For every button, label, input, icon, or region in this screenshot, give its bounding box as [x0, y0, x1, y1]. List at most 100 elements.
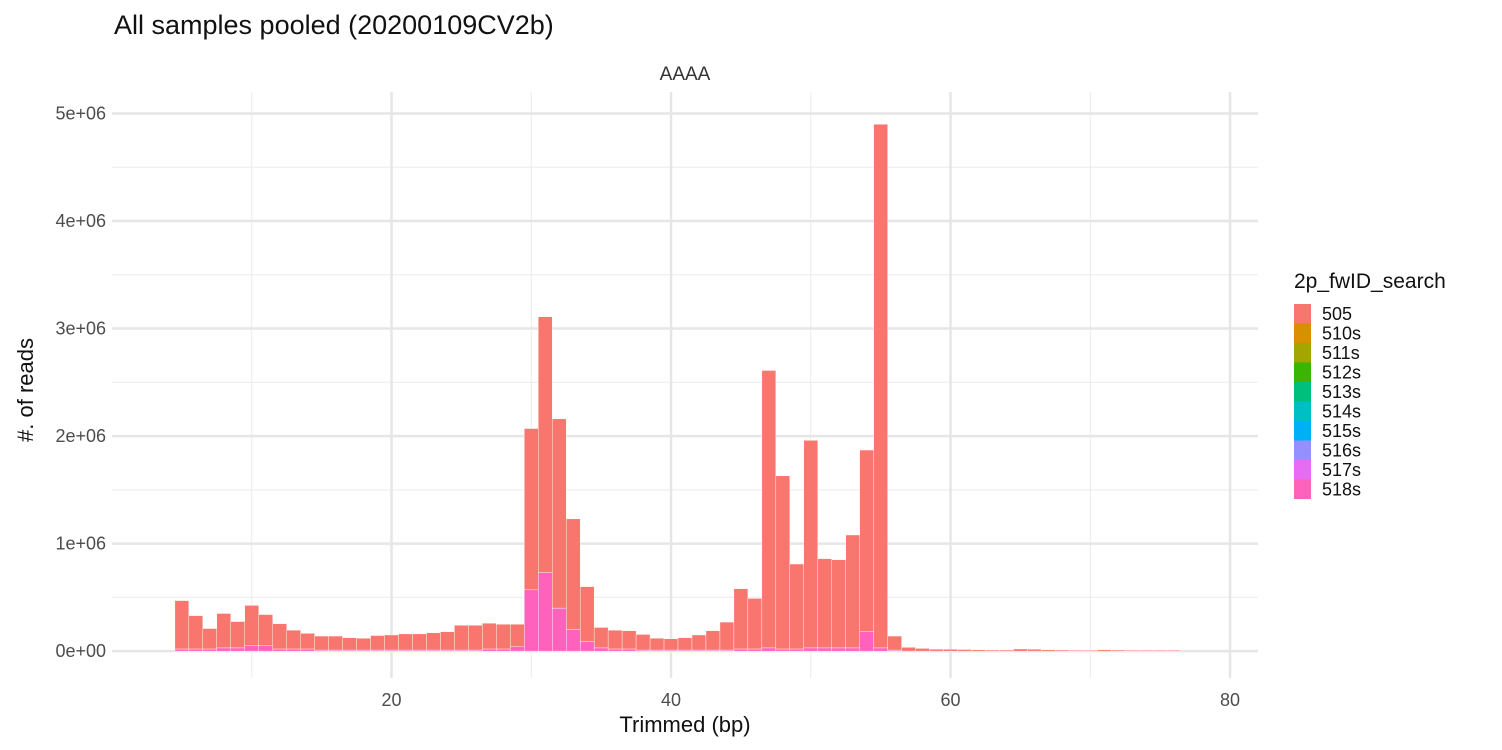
legend-swatch: [1294, 421, 1311, 441]
bar-segment: [216, 613, 231, 649]
bar-segment: [1152, 650, 1168, 652]
bar-segment: [915, 648, 930, 652]
bar-segment: [314, 635, 329, 651]
y-axis-title: #. of reads: [13, 338, 38, 442]
y-tick-label: 4e+06: [55, 211, 106, 231]
bar-segment: [552, 607, 567, 652]
bar-segment: [733, 588, 749, 650]
legend-swatch: [1294, 382, 1311, 402]
bar-segment: [1139, 650, 1154, 652]
bar-segment: [286, 648, 301, 652]
bar-segment: [202, 628, 218, 650]
bar-segment: [426, 632, 441, 651]
bar-segment: [747, 598, 763, 650]
legend-swatch: [1294, 401, 1311, 421]
bar-segment: [482, 648, 497, 652]
legend-title: 2p_fwID_search: [1294, 270, 1446, 293]
bar-segment: [1097, 649, 1112, 652]
chart-title: All samples pooled (20200109CV2b): [114, 10, 554, 40]
bar-segment: [1069, 650, 1084, 652]
legend-swatch: [1294, 323, 1311, 343]
bar-segment: [300, 633, 315, 650]
bar-segment: [831, 559, 846, 649]
bar-segment: [174, 648, 190, 652]
legend-swatch: [1294, 479, 1311, 499]
bar-segment: [761, 370, 777, 649]
y-tick-label: 3e+06: [55, 319, 106, 339]
bar-segment: [538, 572, 553, 652]
bar-segment: [510, 624, 525, 648]
bar-segment: [342, 637, 357, 651]
legend-label: 516s: [1322, 441, 1361, 461]
bar-segment: [524, 589, 539, 652]
bar-segment: [691, 634, 707, 651]
x-tick-label: 80: [1220, 690, 1240, 710]
bar-segment: [705, 630, 721, 651]
bar-segment: [286, 629, 301, 650]
bar-segment: [328, 635, 343, 651]
y-tick-label: 2e+06: [55, 426, 106, 446]
bar-segment: [873, 647, 888, 652]
bar-segment: [803, 647, 818, 652]
bar-segment: [496, 624, 511, 650]
bar-segment: [621, 630, 637, 650]
bar-segment: [258, 614, 273, 646]
bar-segment: [873, 124, 888, 649]
legend-label: 517s: [1322, 460, 1361, 480]
bar-segment: [468, 625, 483, 651]
bar-segment: [607, 629, 623, 650]
grid: [112, 92, 1258, 678]
bar-segment: [775, 475, 791, 650]
bar-segment: [957, 649, 972, 652]
legend-swatch: [1294, 440, 1311, 460]
bar-segment: [370, 635, 385, 651]
bar-segment: [845, 534, 860, 649]
bar-segment: [398, 633, 413, 651]
y-axis-ticks: 0e+00 1e+06 2e+06 3e+06 4e+06 5e+06: [55, 104, 106, 662]
bar-segment: [579, 586, 595, 642]
bar-segment: [943, 648, 958, 652]
bar-segment: [887, 635, 902, 651]
bar-segment: [747, 648, 763, 652]
legend-swatch: [1294, 343, 1311, 363]
x-tick-label: 60: [941, 690, 961, 710]
x-tick-label: 20: [381, 690, 401, 710]
bar-segment: [272, 623, 287, 650]
bar-segment: [1055, 649, 1070, 652]
legend-label: 515s: [1322, 421, 1361, 441]
bar-segment: [174, 600, 190, 650]
bar-segment: [188, 615, 204, 650]
bar-segment: [1013, 648, 1028, 652]
legend-label: 511s: [1322, 343, 1360, 363]
bar-segment: [663, 638, 679, 651]
bar-segment: [649, 638, 665, 651]
legend-label: 505: [1322, 304, 1352, 324]
bar-segment: [566, 629, 581, 652]
legend-label: 513s: [1322, 382, 1361, 402]
bar-segment: [272, 648, 287, 652]
bar-segment: [593, 627, 609, 649]
bar-segment: [1166, 650, 1182, 652]
bar-segment: [901, 647, 916, 652]
bar-segment: [929, 648, 944, 652]
bar-segment: [593, 647, 609, 652]
bar-segment: [216, 647, 231, 652]
y-tick-label: 1e+06: [55, 534, 106, 554]
bar-segment: [971, 649, 986, 652]
bar-segment: [188, 648, 204, 652]
bar-segment: [733, 648, 749, 652]
bar-segment: [1041, 649, 1056, 652]
legend-label: 514s: [1322, 402, 1361, 422]
bar-segment: [789, 563, 804, 650]
y-tick-label: 0e+00: [55, 641, 106, 661]
x-axis-ticks: 20 40 60 80: [381, 690, 1240, 710]
legend-label: 512s: [1322, 363, 1361, 383]
bar-segment: [454, 625, 469, 651]
bar-segment: [538, 316, 553, 573]
bar-segment: [202, 648, 218, 652]
bar-segment: [859, 449, 874, 632]
y-tick-label: 5e+06: [55, 104, 106, 124]
legend-swatch: [1294, 362, 1311, 382]
